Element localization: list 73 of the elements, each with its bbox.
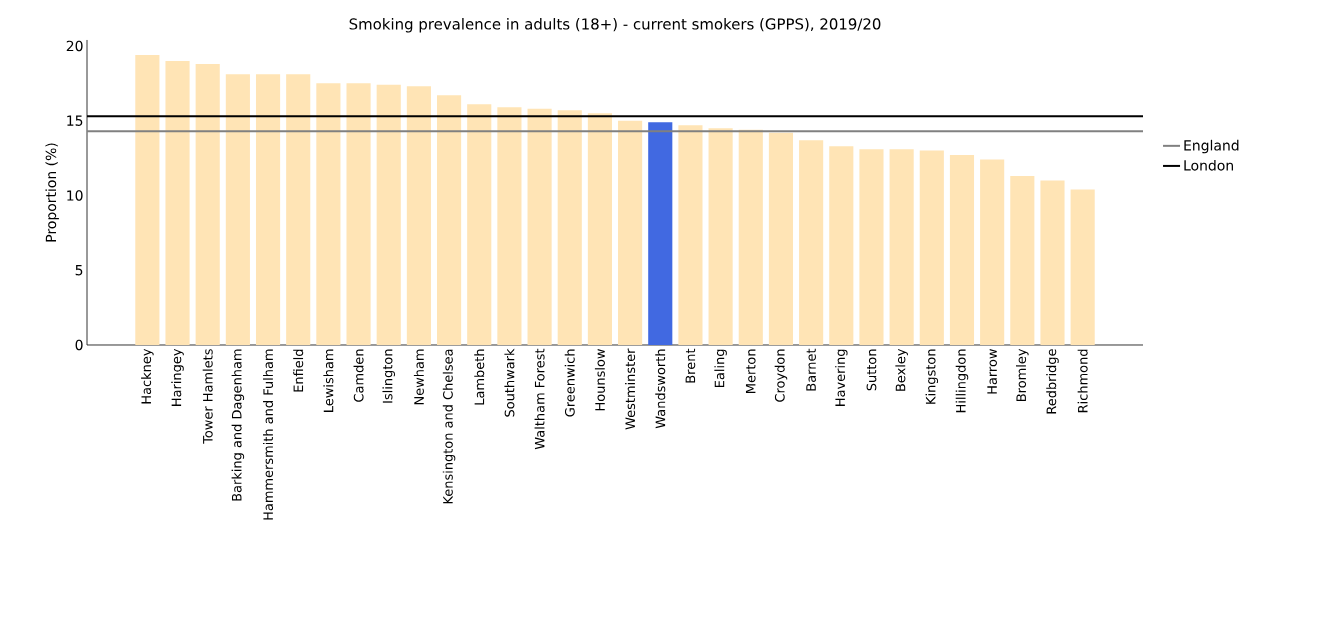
bar	[980, 159, 1005, 345]
x-tick-label: Kensington and Chelsea	[442, 349, 456, 504]
x-tick-label: Havering	[835, 349, 848, 406]
bar	[376, 84, 401, 345]
bar	[135, 54, 160, 345]
x-tick-label: Newham	[413, 349, 424, 405]
y-axis-title: Proportion (%)	[45, 143, 59, 242]
bar	[859, 149, 884, 345]
x-tick-label: Hackney	[141, 348, 154, 404]
bar	[1040, 180, 1065, 345]
bar	[708, 128, 733, 345]
bar	[949, 155, 975, 345]
bar	[437, 95, 462, 345]
x-tick-label: Enfield	[293, 349, 304, 392]
bar	[467, 104, 492, 345]
x-tick-label: Sutton	[866, 349, 877, 391]
x-tick-label: Croydon	[774, 349, 788, 402]
x-tick-label: Lewisham	[323, 349, 334, 412]
bar	[768, 132, 794, 345]
y-tick-label: 0	[75, 339, 83, 351]
bar	[1070, 189, 1095, 345]
x-tick-label: Bexley	[895, 348, 908, 391]
y-tick-label: 20	[66, 40, 83, 52]
bar	[799, 140, 824, 345]
chart-title: Smoking prevalence in adults (18+) - current smokers (GPPS), 2019/20	[349, 18, 881, 33]
bar	[195, 63, 220, 345]
x-tick-label: Ealing	[714, 349, 727, 387]
bar	[497, 107, 522, 345]
bar	[346, 83, 371, 345]
x-tick-label: Waltham Forest	[534, 348, 545, 450]
y-tick-label: 5	[75, 265, 83, 276]
x-tick-label: Westminster	[625, 348, 636, 430]
x-tick-label: Redbridge	[1046, 349, 1059, 414]
x-tick-label: Richmond	[1077, 349, 1088, 413]
x-tick-label: Brent	[685, 348, 696, 383]
x-tick-label: Barnet	[806, 348, 816, 391]
x-tick-label: Barking and Dagenham	[231, 349, 245, 501]
bar	[889, 149, 914, 345]
x-tick-label: Hounslow	[594, 349, 605, 411]
x-tick-label: Islington	[382, 349, 395, 403]
x-tick-label: Kingston	[925, 349, 939, 404]
bar	[678, 125, 703, 345]
legend-label: London	[1184, 159, 1233, 171]
x-tick-label: Merton	[745, 349, 756, 393]
x-tick-label: Tower Hamlets	[202, 349, 213, 444]
x-tick-label: Camden	[353, 349, 364, 402]
bar	[316, 83, 341, 345]
bar	[919, 150, 944, 345]
bar	[618, 120, 643, 345]
x-tick-label: Harrow	[987, 349, 997, 394]
bar	[406, 86, 431, 345]
bar	[165, 60, 190, 345]
x-tick-label: Wandsworth	[655, 349, 666, 429]
bar	[1010, 176, 1035, 345]
bar	[255, 74, 281, 345]
bar	[527, 108, 552, 345]
bar	[829, 146, 854, 345]
y-tick-label: 10	[67, 190, 83, 201]
bar	[648, 122, 673, 345]
x-tick-label: Hillingdon	[955, 349, 969, 413]
bar	[225, 74, 250, 345]
legend-label: England	[1184, 139, 1239, 154]
bar	[738, 129, 763, 345]
bar	[286, 74, 311, 345]
x-tick-label: Greenwich	[564, 349, 575, 417]
x-tick-label: Bromley	[1016, 348, 1029, 401]
x-tick-label: Southwark	[504, 348, 515, 417]
x-tick-label: Hammersmith and Fulham	[263, 349, 274, 520]
bar	[587, 113, 612, 345]
bar	[557, 110, 582, 345]
x-tick-label: Haringey	[171, 348, 184, 406]
x-tick-label: Lambeth	[474, 349, 485, 405]
y-tick-label: 15	[67, 115, 83, 126]
